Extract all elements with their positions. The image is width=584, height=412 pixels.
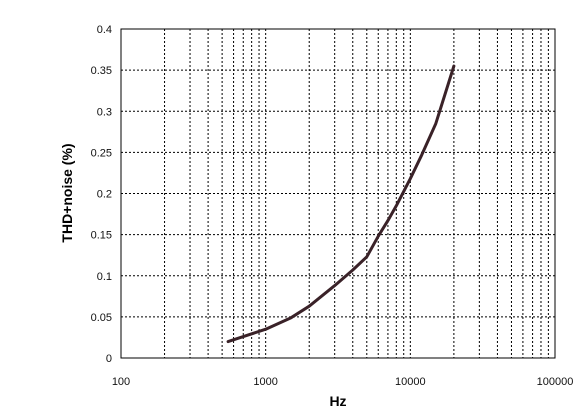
grid-lines [121,29,555,358]
y-tick-label: 0.3 [97,106,112,118]
y-tick-label: 0.15 [91,230,112,242]
y-tick-label: 0.25 [91,147,112,159]
x-tick-label: 1000 [253,376,277,388]
x-tick-labels: 100 1000 10000 100000 [112,376,574,388]
plot-frame [120,28,556,359]
y-tick-label: 0.4 [97,24,112,36]
series-layer [226,64,456,344]
x-tick-label: 100 [112,376,130,388]
x-axis-title: Hz [329,393,346,409]
y-tick-label: 0 [106,353,112,365]
y-tick-label: 0.35 [91,65,112,77]
x-tick-label: 10000 [395,376,426,388]
y-tick-label: 0.05 [91,312,112,324]
series-line [226,64,456,344]
y-axis-title: THD+noise (%) [59,143,75,242]
y-tick-labels: 0 0.05 0.1 0.15 0.2 0.25 0.3 0.35 0.4 [91,24,112,365]
y-tick-label: 0.2 [97,189,112,201]
x-tick-label: 100000 [537,376,574,388]
y-tick-label: 0.1 [97,271,112,283]
